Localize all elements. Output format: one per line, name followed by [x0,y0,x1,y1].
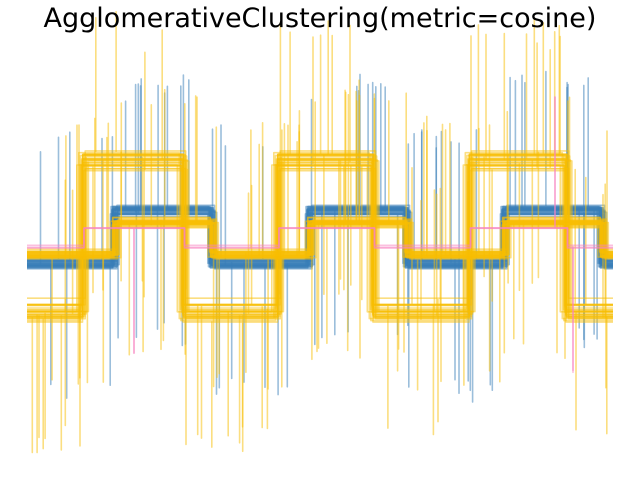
waveform-line [27,92,613,379]
waveform-line [27,17,613,453]
waveform-line [27,136,613,341]
waveform-line [27,11,613,320]
waveform-line [27,24,613,454]
waveform-line [27,70,613,346]
waveform-line [27,141,613,388]
waveform-line [27,115,613,353]
waveform-line [27,227,613,249]
cluster-pink-lines [27,96,613,374]
waveform-line [27,165,613,429]
figure-title: AgglomerativeClustering(metric=cosine) [43,3,597,34]
cluster-gold-medium-lines [27,79,613,391]
cluster-gold-large-lines [27,11,613,454]
waveform-line [27,124,613,351]
